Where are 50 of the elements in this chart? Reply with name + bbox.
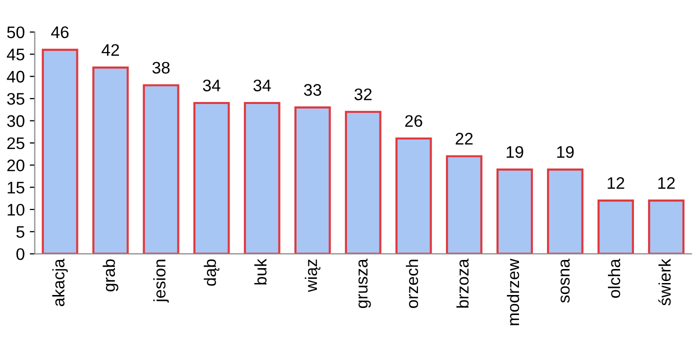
x-tick-label: jesion <box>153 260 169 303</box>
bar <box>547 168 584 254</box>
data-label: 26 <box>405 115 422 127</box>
x-tick-label: grusza <box>358 258 371 308</box>
bar <box>294 106 331 254</box>
x-tick-label: sosna <box>560 258 570 303</box>
x-tick-label: brzoza <box>456 258 469 308</box>
x-tick-label: orzech <box>406 260 418 308</box>
x-tick-label: akacja <box>52 258 68 306</box>
x-tick-label: wiąz <box>304 260 320 292</box>
y-tick-label: 25 <box>7 137 24 150</box>
bar <box>42 48 78 254</box>
data-label: 19 <box>506 146 524 158</box>
y-tick-label: 10 <box>8 204 24 216</box>
y-tick-label: 5 <box>16 226 24 238</box>
y-tick-label: 20 <box>7 160 24 172</box>
data-label: 46 <box>51 26 69 38</box>
x-tick-label: olcha <box>608 258 620 298</box>
y-tick-label: 45 <box>6 48 24 60</box>
bar <box>244 102 280 254</box>
data-label: 42 <box>102 44 119 56</box>
data-label: 38 <box>152 62 170 74</box>
data-label: 22 <box>456 132 473 144</box>
bar <box>648 200 684 254</box>
y-tick-label: 0 <box>16 248 24 260</box>
x-tick-label: grab <box>102 259 118 292</box>
data-label: 12 <box>658 177 675 189</box>
y-tick-label: 15 <box>8 182 24 194</box>
bar <box>496 168 533 254</box>
bar <box>142 84 180 254</box>
bar <box>92 66 129 254</box>
data-label: 32 <box>354 88 372 100</box>
data-label: 33 <box>304 84 322 96</box>
y-tick-label: 35 <box>7 92 24 105</box>
bar <box>446 155 482 254</box>
bar <box>193 102 230 254</box>
data-label: 34 <box>202 80 220 92</box>
data-label: 19 <box>557 146 574 158</box>
y-tick-label: 40 <box>6 70 24 83</box>
x-tick-label: świerk <box>658 258 671 306</box>
bar <box>395 137 432 254</box>
data-label: 34 <box>253 80 271 92</box>
x-tick-label: dąb <box>204 259 220 286</box>
bar <box>598 200 634 254</box>
y-tick-label: 50 <box>7 26 24 38</box>
bar <box>344 110 382 254</box>
x-tick-label: buk <box>254 258 267 284</box>
y-tick-label: 30 <box>7 115 24 127</box>
x-tick-label: modrzew <box>506 258 520 326</box>
data-label: 12 <box>608 177 624 189</box>
